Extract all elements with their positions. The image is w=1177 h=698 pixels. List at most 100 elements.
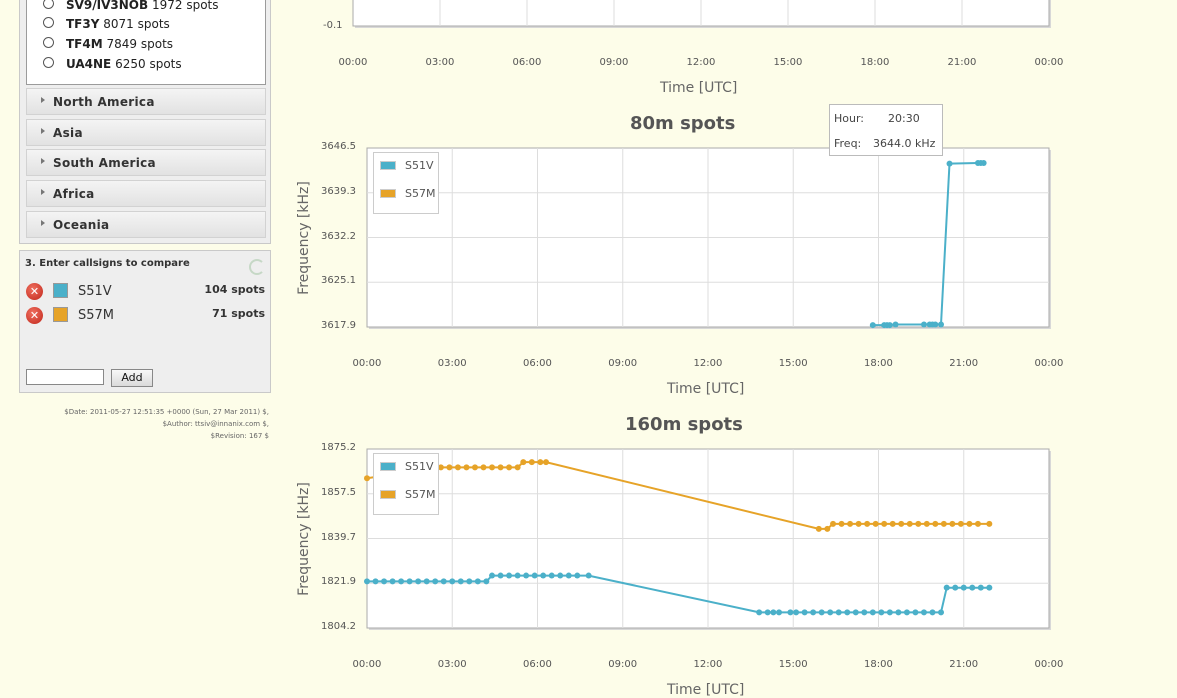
remove-icon[interactable]: ✕ (26, 307, 43, 324)
x-tick-label: 12:00 (693, 659, 723, 670)
radio-button[interactable] (43, 17, 54, 28)
station-spots: 6250 spots (115, 57, 182, 71)
tooltip-hour-label: Hour: (834, 112, 865, 125)
continent-label: Asia (53, 126, 83, 140)
data-point (810, 609, 817, 616)
data-point (537, 459, 544, 466)
data-point (454, 464, 461, 471)
x-tick-label: 00:00 (1034, 358, 1064, 369)
continent-label: South America (53, 156, 156, 170)
compare-title: 3. Enter callsigns to compare (25, 258, 190, 269)
data-point (548, 572, 555, 579)
x-axis-title: Time [UTC] (667, 381, 745, 397)
data-point (830, 520, 837, 527)
data-point (764, 609, 771, 616)
data-point (364, 475, 370, 482)
callsign-name: S57M (78, 308, 115, 323)
x-tick-label: 15:00 (778, 358, 808, 369)
y-tick-label: 3646.5 (321, 141, 356, 152)
data-point (906, 520, 913, 527)
data-point (886, 609, 893, 616)
x-tick-label: 03:00 (425, 57, 455, 68)
data-point (852, 609, 859, 616)
continent-africa[interactable]: Africa (26, 180, 266, 207)
data-point (415, 578, 422, 585)
data-point (895, 609, 902, 616)
station-spots: 7849 spots (106, 37, 174, 51)
data-point (423, 578, 430, 585)
x-axis-title: Time [UTC] (660, 80, 738, 96)
data-point (960, 584, 967, 591)
y-axis-title: Frequency [kHz] (296, 482, 312, 596)
remove-icon[interactable]: ✕ (26, 283, 43, 300)
chevron-right-icon (41, 128, 45, 134)
data-point (523, 572, 530, 579)
add-button[interactable]: Add (111, 369, 153, 387)
y-axis-title: Frequency [kHz] (296, 181, 312, 295)
radio-button[interactable] (43, 0, 54, 9)
data-point (886, 322, 893, 329)
radio-button[interactable] (43, 37, 54, 48)
x-tick-label: 00:00 (352, 659, 382, 670)
x-tick-label: 21:00 (949, 659, 979, 670)
radio-button[interactable] (43, 57, 54, 68)
data-point (920, 609, 927, 616)
data-point (776, 609, 783, 616)
chart-tooltip: Hour: 20:30 Freq: 3644.0 kHz (829, 104, 943, 156)
chart-title-80m: 80m spots (630, 113, 736, 134)
continent-asia[interactable]: Asia (26, 119, 266, 146)
chevron-right-icon (41, 220, 45, 226)
legend-80m[interactable]: S51V S57M (373, 152, 439, 214)
callsign-input[interactable] (26, 369, 104, 385)
continent-oceania[interactable]: Oceania (26, 211, 266, 238)
data-point (432, 578, 439, 585)
x-tick-label: 12:00 (686, 57, 716, 68)
refresh-icon[interactable] (249, 259, 265, 275)
x-tick-label: 21:00 (949, 358, 979, 369)
data-point (540, 572, 547, 579)
y-tick-label: 3617.9 (321, 320, 356, 331)
y-tick-label: 1821.9 (321, 576, 356, 588)
legend-label: S57M (405, 187, 436, 200)
station-call: TF3Y (66, 17, 100, 31)
legend-label: S57M (405, 488, 436, 501)
data-point (497, 572, 504, 579)
data-point (585, 572, 592, 579)
continent-label: Oceania (53, 218, 110, 232)
x-tick-label: 00:00 (352, 358, 382, 369)
data-point (864, 520, 871, 527)
x-tick-label: 03:00 (437, 659, 467, 670)
x-tick-label: 03:00 (437, 358, 467, 369)
y-tick-label: 1875.2 (321, 442, 356, 453)
data-point (923, 520, 930, 527)
legend-160m[interactable]: S51V S57M (373, 453, 439, 515)
y-tick-label: 3639.3 (321, 185, 356, 197)
tooltip-freq: Freq: 3644.0 kHz (834, 137, 935, 150)
y-tick-label: 1804.2 (321, 621, 356, 632)
data-point (957, 520, 964, 527)
compare-panel: 3. Enter callsigns to compare ✕ S51V 104… (19, 250, 271, 393)
data-point (986, 584, 993, 591)
continent-south-america[interactable]: South America (26, 149, 266, 176)
data-point (497, 464, 504, 471)
data-point (574, 572, 581, 579)
color-swatch (53, 307, 68, 322)
x-tick-label: 12:00 (693, 358, 723, 369)
data-point (406, 578, 413, 585)
continent-north-america[interactable]: North America (26, 88, 266, 115)
data-point (824, 525, 831, 532)
continent-panel: SV9/IV3NOB 1972 spots TF3Y 8071 spots TF… (19, 0, 271, 244)
y-tick-label: 1857.5 (321, 486, 356, 498)
station-list[interactable]: SV9/IV3NOB 1972 spots TF3Y 8071 spots TF… (26, 0, 266, 85)
data-point (855, 520, 862, 527)
data-point (457, 578, 464, 585)
data-point (977, 584, 984, 591)
data-point (543, 459, 550, 466)
x-tick-label: 06:00 (523, 659, 552, 670)
x-tick-label: 18:00 (864, 358, 893, 369)
data-point (929, 609, 936, 616)
data-point (938, 609, 945, 616)
data-point (364, 578, 370, 585)
x-tick-label: 09:00 (599, 57, 629, 68)
y-tick-label: -0.1 (323, 20, 343, 31)
